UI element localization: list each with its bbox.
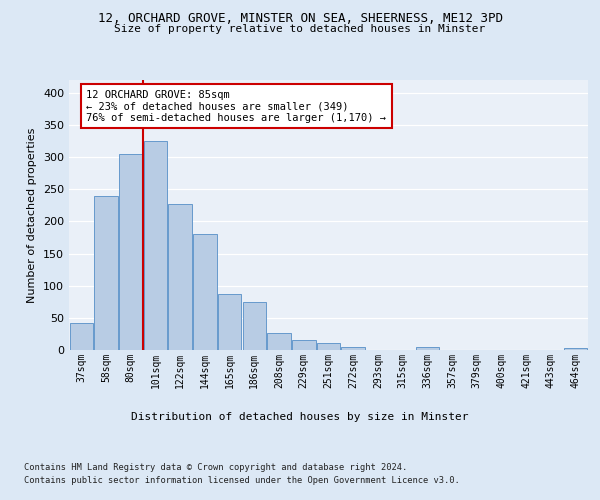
Y-axis label: Number of detached properties: Number of detached properties — [28, 128, 37, 302]
Bar — [169, 204, 192, 350]
Bar — [218, 294, 241, 350]
Text: Distribution of detached houses by size in Minster: Distribution of detached houses by size … — [131, 412, 469, 422]
Bar — [193, 234, 217, 350]
Bar — [94, 196, 118, 350]
Text: Contains HM Land Registry data © Crown copyright and database right 2024.: Contains HM Land Registry data © Crown c… — [24, 462, 407, 471]
Bar — [268, 334, 291, 350]
Bar — [564, 348, 587, 350]
Bar — [70, 323, 93, 350]
Bar — [292, 340, 316, 350]
Text: 12, ORCHARD GROVE, MINSTER ON SEA, SHEERNESS, ME12 3PD: 12, ORCHARD GROVE, MINSTER ON SEA, SHEER… — [97, 12, 503, 26]
Bar — [242, 302, 266, 350]
Bar — [144, 141, 167, 350]
Bar — [119, 154, 143, 350]
Bar — [317, 343, 340, 350]
Text: Size of property relative to detached houses in Minster: Size of property relative to detached ho… — [115, 24, 485, 34]
Bar — [341, 347, 365, 350]
Text: Contains public sector information licensed under the Open Government Licence v3: Contains public sector information licen… — [24, 476, 460, 485]
Bar — [416, 348, 439, 350]
Text: 12 ORCHARD GROVE: 85sqm
← 23% of detached houses are smaller (349)
76% of semi-d: 12 ORCHARD GROVE: 85sqm ← 23% of detache… — [86, 90, 386, 123]
